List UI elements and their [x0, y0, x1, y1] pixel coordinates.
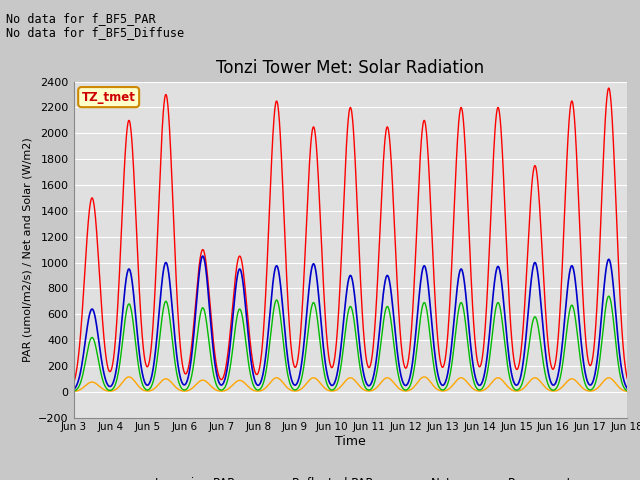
Legend: Incoming PAR, Reflected PAR, Net, Pyranometer: Incoming PAR, Reflected PAR, Net, Pyrano…: [111, 472, 589, 480]
Text: TZ_tmet: TZ_tmet: [82, 91, 136, 104]
Text: No data for f_BF5_Diffuse: No data for f_BF5_Diffuse: [6, 26, 184, 39]
Text: No data for f_BF5_PAR: No data for f_BF5_PAR: [6, 12, 156, 25]
Title: Tonzi Tower Met: Solar Radiation: Tonzi Tower Met: Solar Radiation: [216, 59, 484, 77]
Y-axis label: PAR (umol/m2/s) / Net and Solar (W/m2): PAR (umol/m2/s) / Net and Solar (W/m2): [22, 137, 33, 362]
X-axis label: Time: Time: [335, 435, 366, 448]
